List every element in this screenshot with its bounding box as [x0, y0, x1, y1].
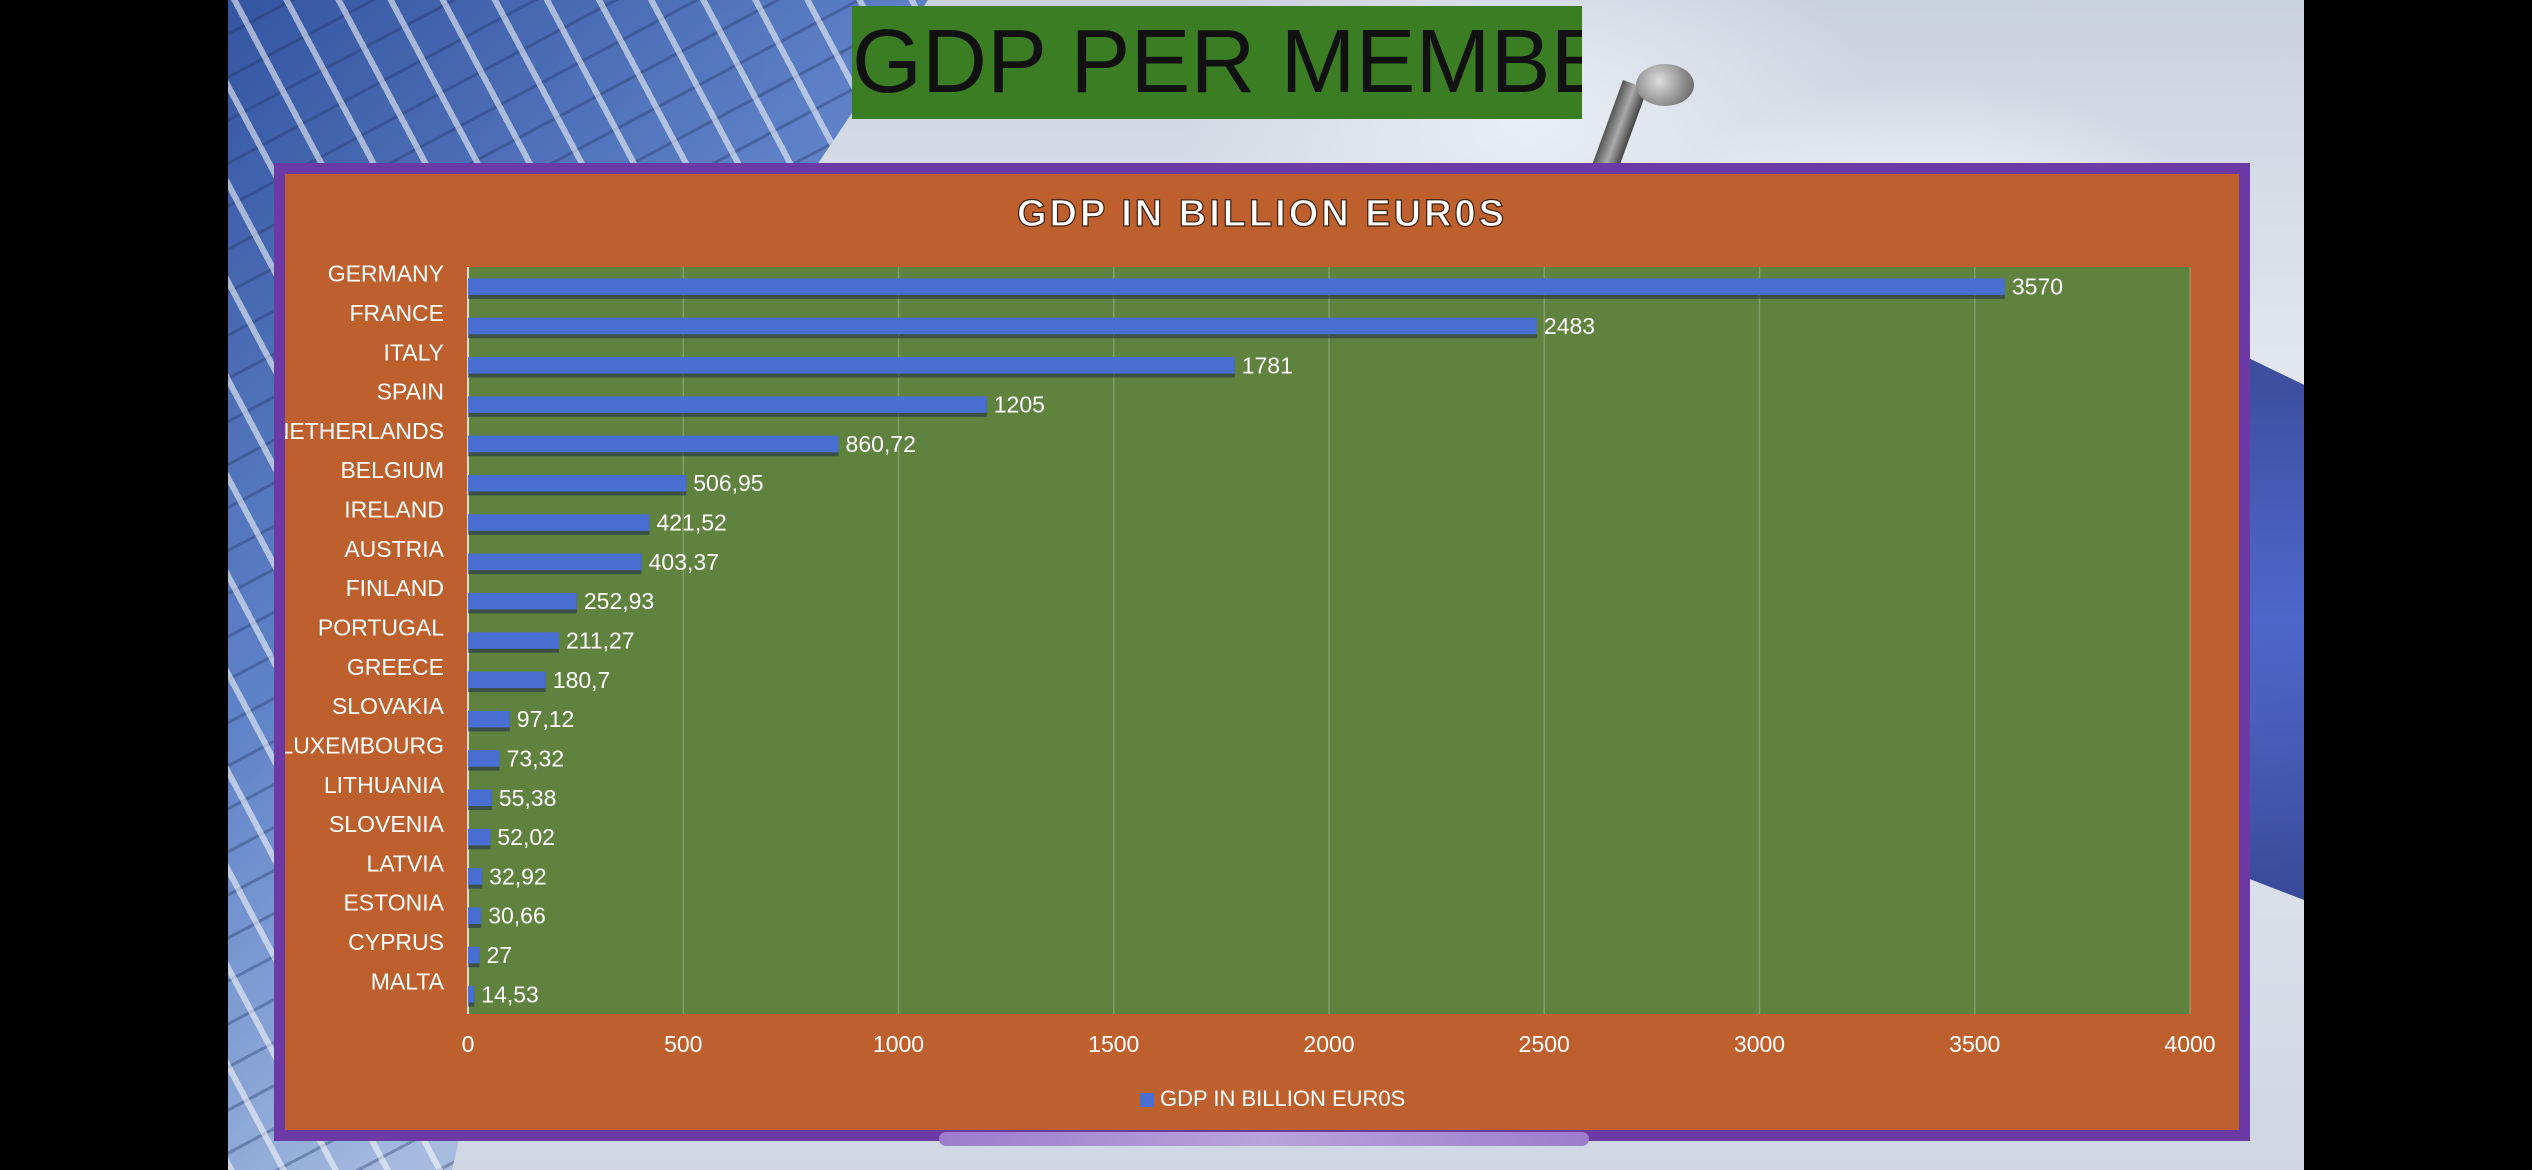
category-label: GERMANY [328, 261, 444, 287]
bar [468, 278, 2005, 295]
category-label: CYPRUS [348, 929, 444, 955]
x-tick-label: 4000 [2164, 1031, 2215, 1057]
category-label: AUSTRIA [344, 536, 444, 562]
x-tick-label: 2500 [1519, 1031, 1570, 1057]
bar [468, 514, 650, 531]
x-tick-label: 500 [664, 1031, 702, 1057]
data-label: 3570 [2012, 274, 2063, 300]
bar [468, 553, 642, 571]
x-axis: 0 500 1000 1500 2000 2500 3000 3500 4000 [462, 267, 2216, 1057]
data-label: 421,52 [656, 510, 726, 536]
data-label: 211,27 [566, 628, 635, 654]
bar [468, 474, 687, 492]
category-label: PORTUGAL [318, 615, 444, 641]
x-tick-label: 0 [462, 1031, 475, 1057]
category-label: FRANCE [349, 300, 444, 326]
slide-title: GDP PER MEMBER. [852, 6, 1582, 119]
bar [468, 907, 482, 924]
category-label: NETHERLANDS [285, 418, 444, 444]
data-label: 27 [487, 942, 513, 968]
bar [468, 828, 491, 846]
bar-chart: GDP IN BILLION EUR0S 0 500 1000 1500 2000 250… [273, 192, 2216, 1111]
data-label: 506,95 [693, 470, 763, 496]
data-label: 52,02 [497, 824, 555, 850]
category-label: ESTONIA [343, 890, 444, 916]
data-label: 55,38 [499, 785, 557, 811]
scroll-indicator[interactable] [939, 1132, 1589, 1146]
slide: GDP PER MEMBER. GDP IN BILLION EUR0S 0 50… [228, 0, 2304, 1170]
x-tick-label: 3000 [1734, 1031, 1785, 1057]
bar-series: 3570 2483 1781 1205 860,72 506,95 421,52 403,37… [468, 274, 2063, 1007]
category-label: SLOVAKIA [332, 693, 445, 719]
category-label: LATVIA [366, 850, 444, 876]
category-label: LUXEMBOURG [285, 732, 444, 758]
bar [468, 435, 839, 453]
category-label: BELGIUM [340, 457, 444, 483]
category-label: SLOVENIA [329, 811, 445, 837]
legend: GDP IN BILLION EUR0S [1140, 1086, 1405, 1111]
chart-frame: GDP IN BILLION EUR0S 0 500 1000 1500 2000 250… [273, 163, 2250, 1141]
legend-label: GDP IN BILLION EUR0S [1160, 1086, 1405, 1111]
data-label: 73,32 [507, 745, 565, 771]
category-label: IRELAND [344, 497, 444, 523]
x-tick-label: 2000 [1303, 1031, 1354, 1057]
bar [468, 868, 483, 885]
data-label: 252,93 [584, 588, 654, 614]
data-label: 30,66 [488, 903, 546, 929]
category-label: LITHUANIA [324, 772, 445, 798]
plot-area [468, 267, 2190, 1014]
bar [468, 357, 1235, 374]
category-label: MALTA [371, 968, 445, 994]
chart-title: GDP IN BILLION EUR0S [1017, 193, 1507, 235]
data-label: 14,53 [481, 981, 539, 1007]
data-label: 32,92 [489, 863, 547, 889]
category-label: SPAIN [377, 379, 444, 405]
legend-swatch [1140, 1093, 1154, 1107]
data-label: 180,7 [553, 667, 611, 693]
category-label: GREECE [347, 654, 444, 680]
bar [468, 317, 1537, 335]
x-tick-label: 1500 [1088, 1031, 1139, 1057]
data-label: 2483 [1544, 313, 1595, 339]
data-label: 1205 [994, 392, 1045, 418]
y-axis: GERMANY FRANCE ITALY SPAIN NETHERLANDS BELGIU… [273, 261, 445, 995]
data-label: 403,37 [649, 549, 719, 575]
data-label: 860,72 [846, 431, 916, 457]
data-label: 1781 [1242, 352, 1293, 378]
bar [468, 986, 475, 1003]
category-label: FINLAND [346, 575, 444, 601]
x-tick-label: 1000 [873, 1031, 924, 1057]
bar [468, 789, 492, 807]
x-tick-label: 3500 [1949, 1031, 2000, 1057]
bar [468, 671, 546, 689]
bar [468, 396, 987, 413]
data-label: 97,12 [517, 706, 575, 732]
bar [468, 710, 510, 728]
flagpole-cap-image [1636, 64, 1694, 106]
bar [468, 592, 577, 610]
category-label: ITALY [384, 339, 445, 365]
bar [468, 946, 480, 964]
bar [468, 632, 559, 649]
bar [468, 750, 500, 767]
